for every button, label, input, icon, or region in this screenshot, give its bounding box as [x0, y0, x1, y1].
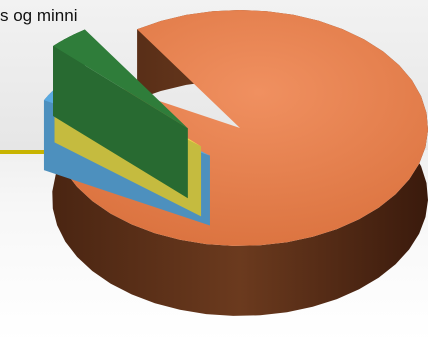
pie-slices — [43, 10, 428, 316]
slide-title: s og minni — [0, 6, 78, 25]
pie-slice-4 — [53, 29, 188, 199]
pie-slice-wall — [53, 46, 188, 199]
pie-slice-top — [53, 29, 188, 129]
